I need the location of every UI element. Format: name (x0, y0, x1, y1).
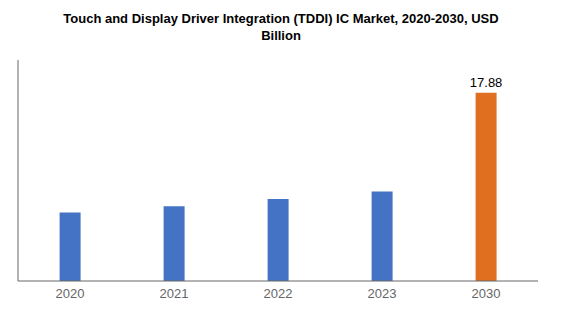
svg-text:2023: 2023 (368, 286, 397, 301)
html-text:Touch and Display Driver Integ: Touch and Display Driver Integration (TD… (63, 11, 499, 26)
svg-text:2022: 2022 (264, 286, 293, 301)
svg-text:2021: 2021 (160, 286, 189, 301)
html-text:Billion: Billion (261, 28, 301, 43)
svg-text:2030: 2030 (472, 286, 501, 301)
svg-text:2020: 2020 (56, 286, 85, 301)
svg-text:17.88: 17.88 (470, 75, 503, 90)
